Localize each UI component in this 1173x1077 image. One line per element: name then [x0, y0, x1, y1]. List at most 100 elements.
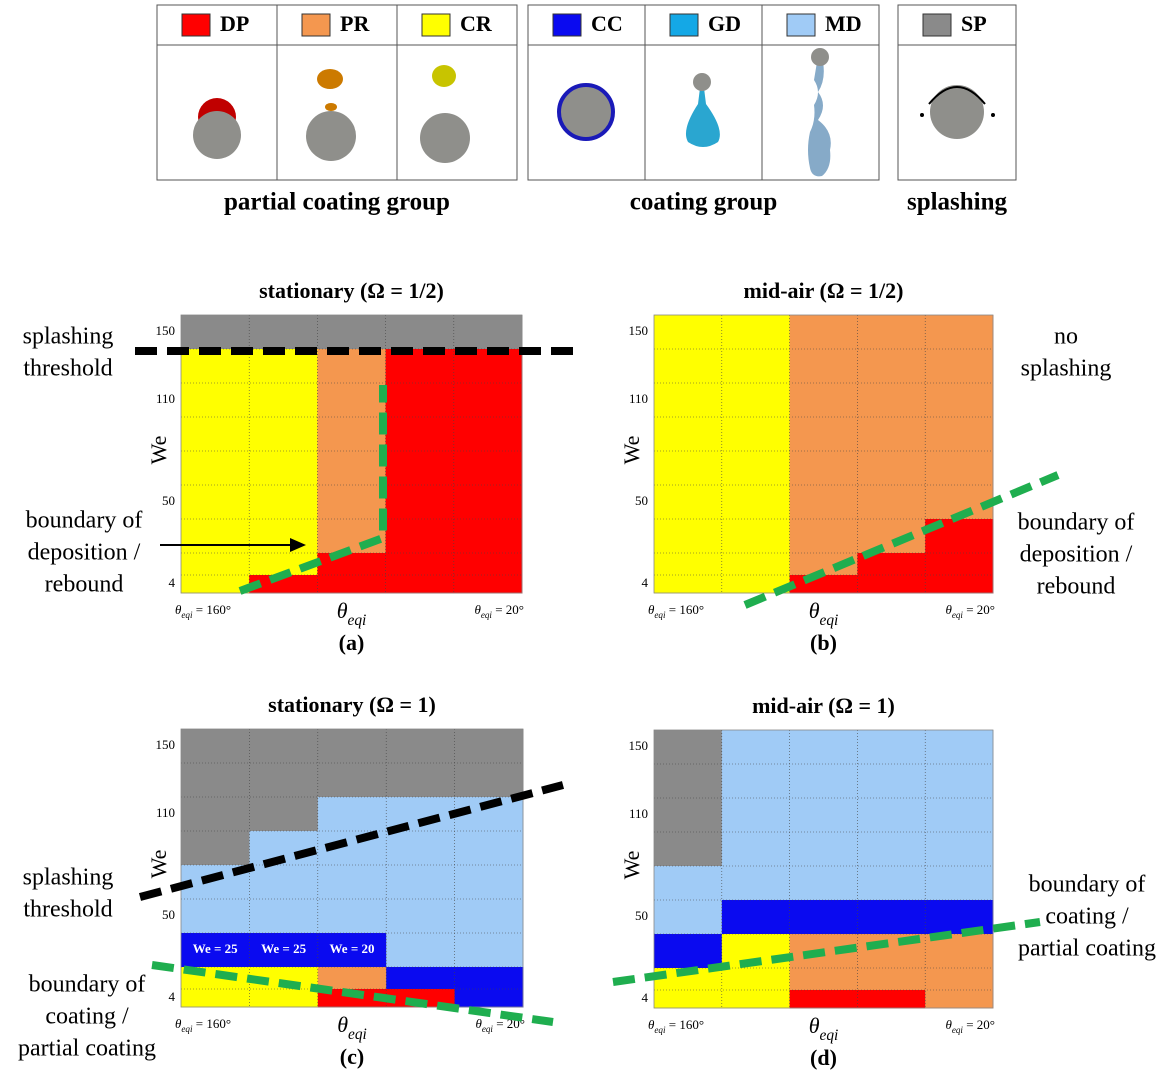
regime-cell	[857, 832, 926, 867]
regime-cell	[925, 315, 994, 350]
regime-cell	[654, 866, 723, 901]
regime-cell	[857, 451, 926, 486]
y-tick-label: 50	[162, 493, 175, 508]
regime-cell	[721, 383, 791, 418]
x-axis-label: θeqi	[337, 598, 367, 629]
suffix: = 160°	[193, 1016, 232, 1031]
annotation: splashing	[1021, 356, 1112, 382]
regime-cell	[453, 575, 523, 594]
regime-cell	[386, 831, 456, 866]
chart-caption: (b)	[810, 630, 837, 655]
regime-cell	[249, 315, 318, 350]
annotation: rebound	[1037, 574, 1116, 600]
particle	[930, 85, 984, 139]
legend-swatch	[181, 13, 211, 37]
particle	[693, 73, 711, 91]
y-axis-label: We	[146, 850, 171, 879]
regime-cell	[454, 865, 524, 900]
regime-cell	[317, 315, 387, 350]
droplet	[685, 88, 720, 147]
y-tick-label: 150	[629, 323, 649, 338]
subscript: eqi	[181, 610, 193, 620]
regime-cell	[789, 990, 858, 1009]
regime-cell	[181, 315, 250, 350]
annotation: partial coating	[1018, 936, 1156, 962]
legend-label: DP	[220, 11, 249, 36]
regime-cell	[857, 383, 926, 418]
regime-cell	[249, 417, 318, 452]
chart-caption: (d)	[810, 1045, 837, 1070]
annotation: no	[1054, 324, 1078, 350]
subscript: eqi	[481, 610, 493, 620]
regime-cell	[317, 553, 387, 576]
droplet	[317, 69, 343, 89]
y-tick-label: 4	[642, 575, 649, 590]
subscript: eqi	[820, 1027, 839, 1044]
regime-cell	[654, 519, 723, 554]
regime-cell	[857, 349, 926, 384]
regime-cell	[454, 899, 524, 934]
regime-cell	[249, 899, 319, 934]
regime-cell	[249, 451, 318, 486]
regime-cell	[454, 763, 524, 798]
particle	[420, 113, 470, 163]
regime-cell	[721, 730, 791, 765]
y-tick-label: 150	[156, 323, 176, 338]
regime-cell	[925, 832, 994, 867]
group-label: coating group	[630, 189, 777, 216]
chart-title: stationary (Ω = 1)	[268, 692, 436, 717]
regime-cell	[654, 575, 723, 594]
regime-cell	[317, 485, 387, 520]
annotation: coating /	[45, 1004, 129, 1030]
y-tick-label: 110	[629, 391, 648, 406]
symbol: θ	[175, 602, 182, 617]
chart-caption: (a)	[339, 630, 365, 655]
legend-label: SP	[961, 11, 987, 36]
suffix: = 160°	[666, 1017, 705, 1032]
regime-cell	[453, 553, 523, 576]
group-label: partial coating group	[224, 189, 450, 216]
symbol: θ	[474, 602, 481, 617]
boundary-line	[612, 918, 1041, 986]
symbol: θ	[945, 1017, 952, 1032]
regime-cell	[654, 832, 723, 867]
x-axis-label: θeqi	[337, 1012, 367, 1043]
regime-cell	[317, 967, 387, 990]
regime-cell	[654, 900, 723, 935]
regime-cell	[385, 553, 455, 576]
symbol: θ	[475, 1016, 482, 1031]
regime-cell	[386, 899, 456, 934]
regime-cell	[721, 866, 791, 901]
regime-cell	[249, 575, 318, 594]
suffix: = 20°	[492, 602, 524, 617]
annotation: boundary of	[1018, 510, 1135, 536]
annotation: boundary of	[1029, 872, 1146, 898]
regime-cell	[249, 989, 319, 1008]
regime-cell	[925, 730, 994, 765]
chart-title: stationary (Ω = 1/2)	[259, 278, 444, 303]
y-tick-label: 50	[162, 907, 175, 922]
legend-swatch	[552, 13, 582, 37]
regime-cell	[317, 729, 387, 764]
particle	[306, 111, 356, 161]
legend-swatch	[421, 13, 451, 37]
regime-cell	[925, 866, 994, 901]
subscript: eqi	[482, 1024, 494, 1034]
regime-cell	[317, 865, 387, 900]
regime-cell	[721, 553, 791, 576]
regime-cell	[249, 933, 319, 968]
regime-cell	[789, 383, 858, 418]
plot-border	[653, 729, 994, 1009]
regime-cell	[789, 798, 858, 833]
regime-cell	[789, 349, 858, 384]
droplet	[432, 65, 456, 87]
regime-cell	[721, 417, 791, 452]
symbol: θ	[337, 1012, 348, 1037]
boundary-line	[743, 471, 1060, 609]
legend-label: MD	[825, 11, 862, 36]
regime-cell	[857, 730, 926, 765]
regime-cell	[654, 968, 723, 991]
regime-cell	[925, 764, 994, 799]
boundary-line	[238, 385, 387, 595]
regime-cell	[317, 989, 387, 1008]
